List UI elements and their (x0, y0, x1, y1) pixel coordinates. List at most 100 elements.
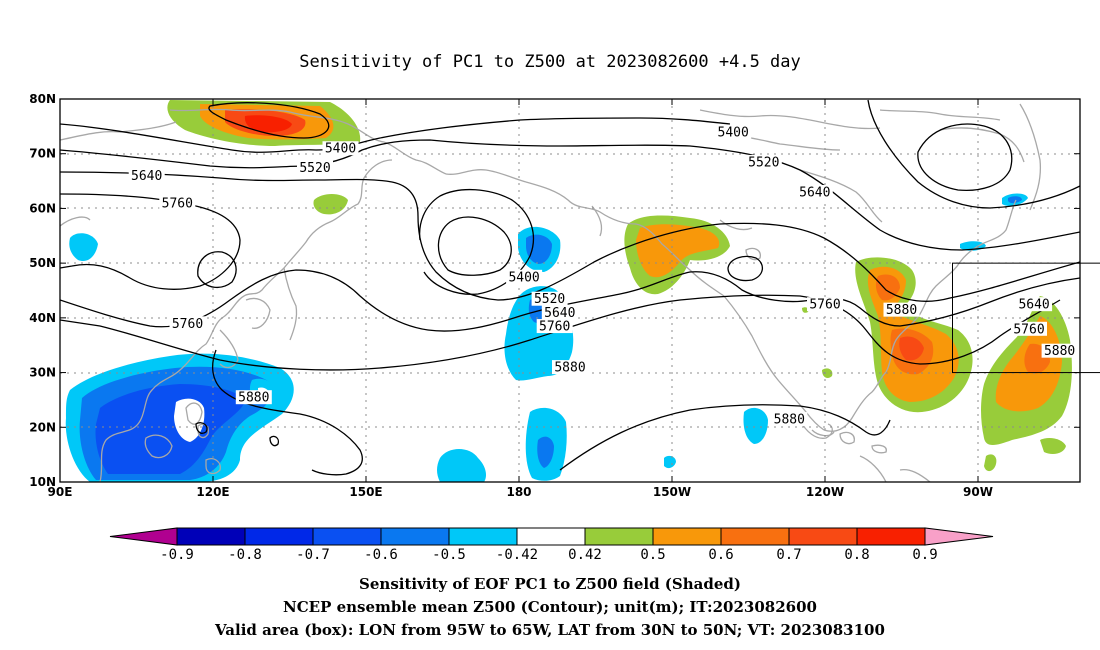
contour-5760-long (60, 269, 1080, 332)
lon-tick-label: 120E (196, 485, 229, 499)
contour-label-text: 5760 (172, 317, 203, 332)
shaded-sensitivity (65, 100, 1072, 482)
contour-label-bg (322, 141, 359, 156)
valid-area-box (952, 262, 1100, 374)
contour-label: 5640 (796, 185, 833, 201)
colorbar-segment (244, 527, 314, 546)
shade-negative-wpac-core (95, 384, 246, 474)
colorbar-segment (856, 527, 926, 546)
colorbar-segment (516, 527, 586, 546)
contour-label-text: 5760 (1013, 322, 1044, 337)
contour-label-bg (1093, 199, 1100, 213)
lat-tick-label: 40N (29, 311, 56, 325)
contour-5760-main (60, 193, 241, 290)
lon-tick-label: 90E (48, 485, 73, 499)
contour-label-bg (745, 154, 782, 169)
contour-5880-small (269, 435, 280, 447)
contour-labels: 5400540054005400528055205520552055205640… (128, 124, 1100, 428)
contour-label-text: 5520 (1080, 243, 1100, 258)
contour-label-bg (1016, 297, 1053, 312)
colorbar-segment (584, 527, 654, 546)
contour-label-bg (715, 124, 752, 139)
contour-5880-south (211, 349, 363, 476)
contour-label: 5760 (1011, 321, 1047, 337)
colorbar-label: -0.5 (432, 547, 466, 563)
colorbar-right-arrow (924, 527, 994, 546)
colorbar-segment (312, 527, 382, 546)
contour-label-text: 5280 (1090, 177, 1100, 192)
caption-line-1: Sensitivity of EOF PC1 to Z500 field (Sh… (359, 575, 741, 593)
contour-label-bg (506, 269, 543, 284)
lon-tick-label: 150E (349, 485, 382, 499)
contour-label: 5640 (1016, 297, 1053, 313)
colorbar-segment (448, 527, 518, 546)
map-border (59, 98, 1081, 483)
contour-label: 5880 (883, 302, 920, 318)
contour-label-bg (771, 412, 808, 427)
contour-label: 5760 (159, 195, 196, 211)
contour-label-text: 5400 (325, 142, 356, 157)
shade-positive-gulf (822, 368, 833, 378)
contour-label-text: 5880 (886, 303, 917, 318)
contour-label: 5400 (715, 124, 752, 140)
map-content: 5400540054005400528055205520552055205640… (60, 99, 1100, 482)
shade-negative-tropics-1 (437, 449, 486, 482)
contour-label: 5880 (771, 412, 808, 428)
contour-label: 5880 (552, 360, 588, 376)
contour-label-text: 5640 (544, 306, 575, 321)
contour-label-bg (531, 291, 568, 306)
contour-5880-main (60, 294, 1061, 371)
lat-tick-label: 70N (29, 147, 56, 161)
contour-label-text: 5880 (774, 413, 805, 428)
colorbar-label: -0.7 (296, 547, 330, 563)
contour-label-text: 5400 (718, 125, 749, 140)
contour-label-text: 5640 (131, 169, 162, 184)
shade-negative-cpac-north-core (526, 234, 552, 264)
contour-label-text: 5520 (299, 161, 330, 176)
colorbar-label: 0.6 (708, 547, 733, 563)
contour-label: 5520 (297, 160, 333, 176)
shade-negative-wpac-hole (174, 398, 205, 442)
lat-tick-label: 80N (29, 92, 56, 106)
shade-negative-west (69, 233, 98, 262)
contour-label: 5880 (1041, 343, 1078, 359)
contour-label-bg (297, 160, 333, 175)
lon-tick-label: 180 (506, 485, 531, 499)
contour-5880-small2 (195, 422, 208, 434)
contour-label-bg (1041, 343, 1078, 358)
contour-label-bg (883, 302, 920, 317)
shade-negative-tropics-3 (743, 407, 768, 444)
contour-label-bg (169, 316, 206, 331)
shade-negative-greenland-core (1008, 196, 1022, 204)
lat-tick-label: 20N (29, 420, 56, 434)
z500-contours (60, 99, 1080, 476)
contour-label: 5760 (536, 319, 573, 335)
contour-label-bg (552, 360, 588, 375)
lat-tick-label: 60N (29, 201, 56, 215)
contour-label-text: 5760 (809, 298, 840, 313)
colorbar-label: 0.7 (776, 547, 801, 563)
colorbar-label: 0.5 (640, 547, 665, 563)
colorbar-segment (176, 527, 246, 546)
shade-positive-east-us-max (899, 336, 924, 361)
contour-label: 5400 (1093, 199, 1100, 215)
contour-label-text: 5880 (238, 391, 269, 406)
contour-label-text: 5400 (1095, 199, 1100, 214)
contour-label: 5280 (1088, 177, 1100, 193)
contour-5280 (917, 123, 1013, 192)
shade-negative-tropics-4 (664, 455, 676, 469)
contour-label: 5400 (322, 141, 359, 157)
contour-label: 5520 (1077, 242, 1100, 258)
lat-tick-label: 50N (29, 256, 56, 270)
contour-label-text: 5760 (162, 196, 193, 211)
contour-5400-low (437, 216, 512, 276)
caption-line-2: NCEP ensemble mean Z500 (Contour); unit(… (283, 598, 817, 616)
shade-positive-atlantic-small2 (984, 454, 997, 472)
contour-label-text: 5880 (554, 361, 585, 376)
contour-label-bg (796, 185, 833, 200)
gridlines (60, 99, 1080, 482)
contour-label-bg (159, 195, 196, 210)
contour-label-text: 5520 (534, 292, 565, 307)
colorbar-label: -0.42 (496, 547, 538, 563)
contour-label: 5520 (745, 154, 782, 170)
